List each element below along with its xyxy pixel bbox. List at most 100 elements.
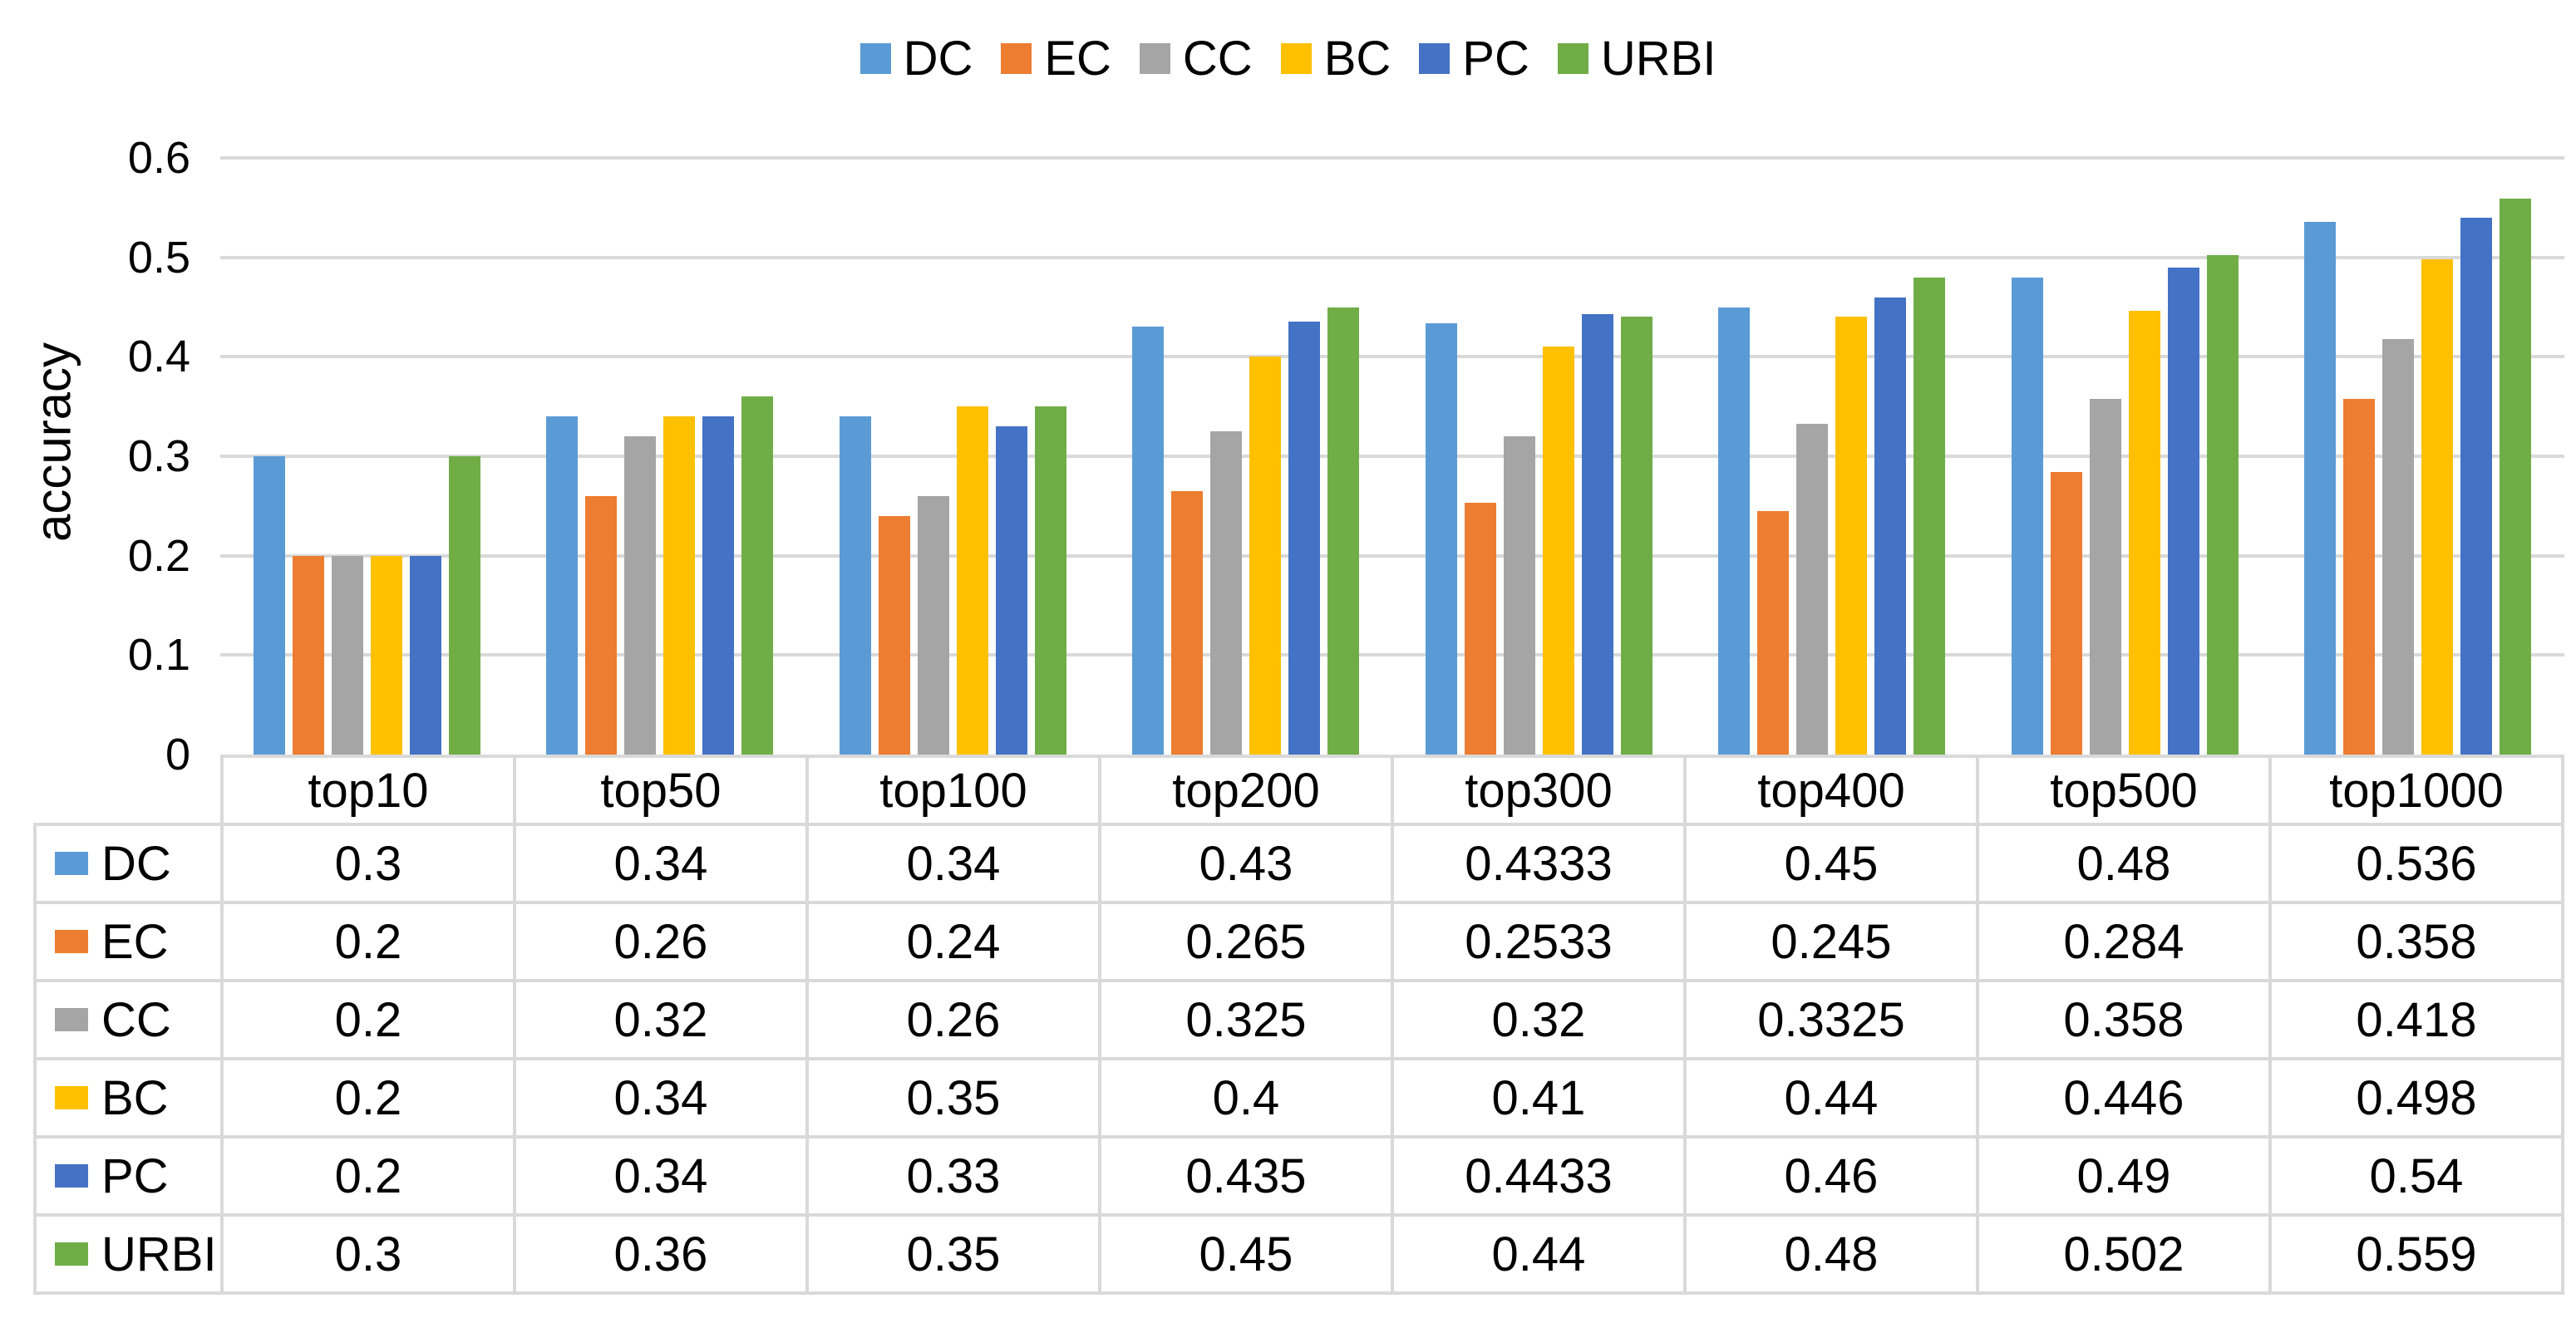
bar-bc-top1000 [2421,259,2454,755]
table-value-ec-top300: 0.2533 [1391,901,1687,982]
y-tick-label-0.5: 0.5 [127,232,190,283]
table-row-label-text-pc: PC [101,1148,169,1203]
table-value-dc-top1000: 0.536 [2268,823,2564,904]
bar-group-top400 [1686,158,1979,755]
table-row-label-dc: DC [33,823,224,904]
table-value-bc-top300: 0.41 [1391,1057,1687,1138]
table-value-dc-top10: 0.3 [220,823,516,904]
bar-ec-top200 [1171,490,1204,755]
bar-pc-top200 [1288,322,1321,755]
bar-cc-top100 [917,495,949,755]
bar-ec-top500 [2050,472,2082,755]
table-value-urbi-top50: 0.36 [513,1213,809,1295]
table-value-cc-top50: 0.32 [513,979,809,1060]
table-value-cc-top500: 0.358 [1976,979,2272,1060]
gridline-0.4 [220,355,2564,359]
table-key-swatch-icon-dc [55,852,88,875]
table-row-label-inner-pc: PC [38,1148,219,1204]
legend-swatch-icon-ec [1001,42,1032,74]
table-value-ec-top500: 0.284 [1976,901,2272,982]
bar-urbi-top200 [1327,307,1360,755]
table-key-swatch-icon-pc [55,1164,88,1188]
table-value-bc-top50: 0.34 [513,1057,809,1138]
table-row-label-text-urbi: URBI [101,1227,217,1281]
table-value-ec-top10: 0.2 [220,901,516,982]
table-row-label-ec: EC [33,901,224,982]
legend-label-cc: CC [1182,31,1253,86]
table-value-pc-top300: 0.4433 [1391,1135,1687,1217]
bar-dc-top200 [1132,327,1165,755]
bar-bc-top500 [2128,311,2160,755]
bar-dc-top10 [253,456,285,755]
bar-pc-top50 [702,416,735,755]
bar-cc-top400 [1796,424,1829,755]
y-tick-label-0.2: 0.2 [127,530,190,581]
table-value-cc-top10: 0.2 [220,979,516,1060]
bar-cc-top200 [1210,431,1243,755]
table-header-top400: top400 [1683,755,1979,826]
bar-bc-top400 [1835,317,1868,755]
legend-item-ec: EC [1001,31,1111,86]
table-value-urbi-top200: 0.45 [1098,1213,1394,1295]
bar-group-top500 [1978,158,2272,755]
table-key-swatch-icon-ec [55,930,88,953]
table-header-top1000: top1000 [2268,755,2564,826]
bar-pc-top10 [409,555,441,755]
table-corner-blank [35,756,222,824]
table-value-pc-top400: 0.46 [1683,1135,1979,1217]
table-row-bc: BC 0.2 0.34 0.35 0.4 0.41 0.44 0.446 0.498 [33,1057,2564,1138]
y-tick-label-0.4: 0.4 [127,332,190,382]
bar-ec-top100 [878,515,910,755]
table-value-bc-top500: 0.446 [1976,1057,2272,1138]
bar-urbi-top50 [741,396,774,755]
table-row-dc: DC 0.3 0.34 0.34 0.43 0.4333 0.45 0.48 0.536 [33,823,2564,904]
table-row-label-bc: BC [33,1057,224,1138]
bar-cc-top50 [624,436,657,755]
table-value-ec-top400: 0.245 [1683,901,1979,982]
table-value-bc-top100: 0.35 [805,1057,1101,1138]
bar-group-top1000 [2272,158,2565,755]
legend-item-pc: PC [1419,31,1529,86]
table-row-label-text-dc: DC [101,836,171,891]
bar-bc-top50 [663,416,696,755]
table-key-swatch-icon-bc [55,1086,88,1109]
bar-bc-top100 [956,406,988,755]
legend-label-bc: BC [1323,31,1391,86]
table-value-dc-top50: 0.34 [513,823,809,904]
table-value-cc-top200: 0.325 [1098,979,1394,1060]
bar-ec-top400 [1757,510,1790,755]
legend-label-dc: DC [903,31,973,86]
bar-dc-top300 [1425,323,1457,755]
legend-label-pc: PC [1462,31,1529,86]
bar-urbi-top100 [1034,406,1066,755]
table-value-pc-top1000: 0.54 [2268,1135,2564,1217]
table-value-dc-top100: 0.34 [805,823,1101,904]
table-value-ec-top50: 0.26 [513,901,809,982]
bar-urbi-top10 [448,456,480,755]
table-value-dc-top300: 0.4333 [1391,823,1687,904]
bar-cc-top10 [331,555,363,755]
table-row-cc: CC 0.2 0.32 0.26 0.325 0.32 0.3325 0.358 0.418 [33,979,2564,1060]
bar-cc-top300 [1503,436,1535,755]
table-header-top500: top500 [1976,755,2272,826]
table-value-cc-top1000: 0.418 [2268,979,2564,1060]
bar-pc-top400 [1874,297,1907,755]
bar-urbi-top1000 [2500,199,2532,755]
bar-pc-top300 [1581,313,1613,755]
table-header-row: top10 top50 top100 top200 top300 top400 top500… [35,755,2564,826]
y-tick-label-0.3: 0.3 [127,431,190,481]
table-row-label-cc: CC [33,979,224,1060]
table-value-dc-top400: 0.45 [1683,823,1979,904]
plot-area: 0.6 0.5 0.4 0.3 0.2 0.1 0 [128,133,2565,779]
table-value-urbi-top500: 0.502 [1976,1213,2272,1295]
bar-group-top200 [1100,158,1393,755]
table-value-cc-top400: 0.3325 [1683,979,1979,1060]
bar-dc-top400 [1718,307,1751,755]
bar-ec-top300 [1464,502,1496,755]
table-header-top100: top100 [805,755,1101,826]
gridline-0.5 [220,255,2564,259]
bar-urbi-top300 [1620,317,1652,755]
table-value-urbi-top300: 0.44 [1391,1213,1687,1295]
y-tick-label-0.1: 0.1 [127,630,190,681]
